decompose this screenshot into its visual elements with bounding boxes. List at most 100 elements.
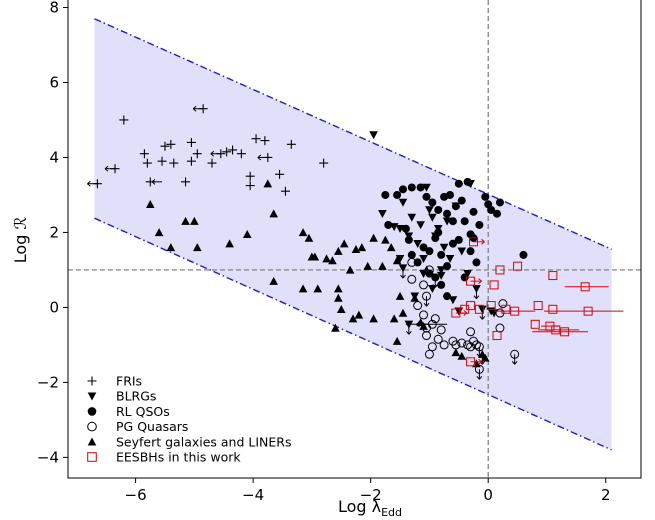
legend-item: RL QSOs (87, 404, 170, 419)
data-point (460, 304, 470, 314)
data-point (207, 158, 217, 168)
plot-area (68, 0, 641, 478)
data-point (480, 353, 490, 362)
data-point (269, 209, 278, 218)
data-point (422, 265, 431, 274)
data-point (431, 273, 440, 282)
data-point (443, 209, 452, 218)
data-point (345, 265, 355, 274)
limit-arrowhead (478, 358, 482, 365)
data-point (472, 285, 481, 293)
data-point (395, 255, 405, 263)
legend-label: Seyfert galaxies and LINERs (116, 434, 292, 449)
data-point (433, 334, 443, 344)
data-point (424, 349, 434, 359)
data-point (169, 158, 179, 168)
data-point (437, 280, 446, 289)
data-point (339, 239, 349, 248)
data-point (410, 293, 420, 302)
data-point (398, 198, 408, 207)
data-point (422, 183, 431, 192)
data-point (154, 228, 164, 237)
legend-marker (87, 437, 97, 446)
data-point (439, 340, 449, 350)
limit-arrowhead (87, 180, 91, 187)
data-point (286, 139, 296, 149)
data-point (119, 115, 129, 125)
data-point (422, 192, 431, 201)
data-point (513, 261, 523, 271)
series-2 (381, 177, 528, 301)
data-point (407, 250, 416, 259)
data-point (457, 247, 467, 256)
plot-frame (67, 0, 642, 479)
data-point (186, 156, 196, 166)
data-point (181, 177, 191, 187)
data-point (269, 276, 278, 285)
data-point (419, 321, 428, 330)
data-point (419, 310, 429, 320)
data-point (495, 198, 504, 207)
data-point (425, 247, 434, 256)
data-point (225, 239, 234, 248)
data-point (530, 319, 540, 329)
y-tick-label: 2 (49, 223, 59, 241)
data-point (334, 293, 343, 302)
data-point (313, 284, 323, 293)
y-axis-label: Log ℛ (11, 217, 30, 264)
data-point (310, 252, 320, 261)
data-point (216, 149, 226, 159)
data-point (448, 217, 457, 226)
data-point (298, 228, 308, 237)
data-point (392, 336, 402, 345)
data-point (472, 258, 481, 267)
legend-item: BLRGs (87, 389, 156, 404)
limit-arrowhead (511, 360, 518, 365)
data-point (386, 243, 396, 252)
data-point (469, 237, 479, 247)
data-point (437, 250, 446, 259)
data-point (381, 235, 390, 244)
data-point (481, 192, 490, 201)
data-point (242, 230, 252, 238)
y-tick-label: 8 (49, 0, 59, 16)
data-point (548, 271, 558, 281)
data-point (486, 301, 496, 311)
data-point (398, 264, 408, 273)
data-point (363, 261, 373, 270)
data-point (436, 271, 446, 280)
legend-item: PG Quasars (87, 419, 188, 434)
data-point (457, 338, 467, 348)
data-point (378, 210, 387, 218)
data-point (401, 224, 410, 233)
x-tick-label: −6 (125, 486, 147, 504)
data-point (413, 240, 422, 248)
limit-arrowhead (104, 165, 109, 172)
y-axis-ticks: −4 −2 0 2 4 6 8 (37, 0, 68, 466)
data-point (425, 206, 434, 215)
legend-label: RL QSOs (116, 404, 170, 419)
limit-arrowhead (481, 238, 485, 245)
data-point (263, 152, 273, 162)
data-point (475, 220, 484, 229)
data-point (331, 323, 340, 332)
data-point (398, 308, 408, 317)
series-0 (87, 104, 329, 196)
data-point (454, 235, 463, 244)
data-point (519, 250, 528, 259)
y-tick-label: −4 (37, 448, 59, 466)
data-point (378, 261, 387, 270)
x-tick-label: 0 (483, 486, 493, 504)
data-point (430, 314, 440, 324)
limit-arrowhead (405, 330, 412, 335)
data-point (416, 183, 425, 192)
data-point (251, 134, 261, 144)
data-point (457, 351, 467, 360)
data-point (439, 243, 449, 252)
data-point (298, 284, 308, 293)
data-point (466, 342, 476, 352)
x-tick-label: −4 (242, 486, 264, 504)
data-point (407, 257, 417, 267)
